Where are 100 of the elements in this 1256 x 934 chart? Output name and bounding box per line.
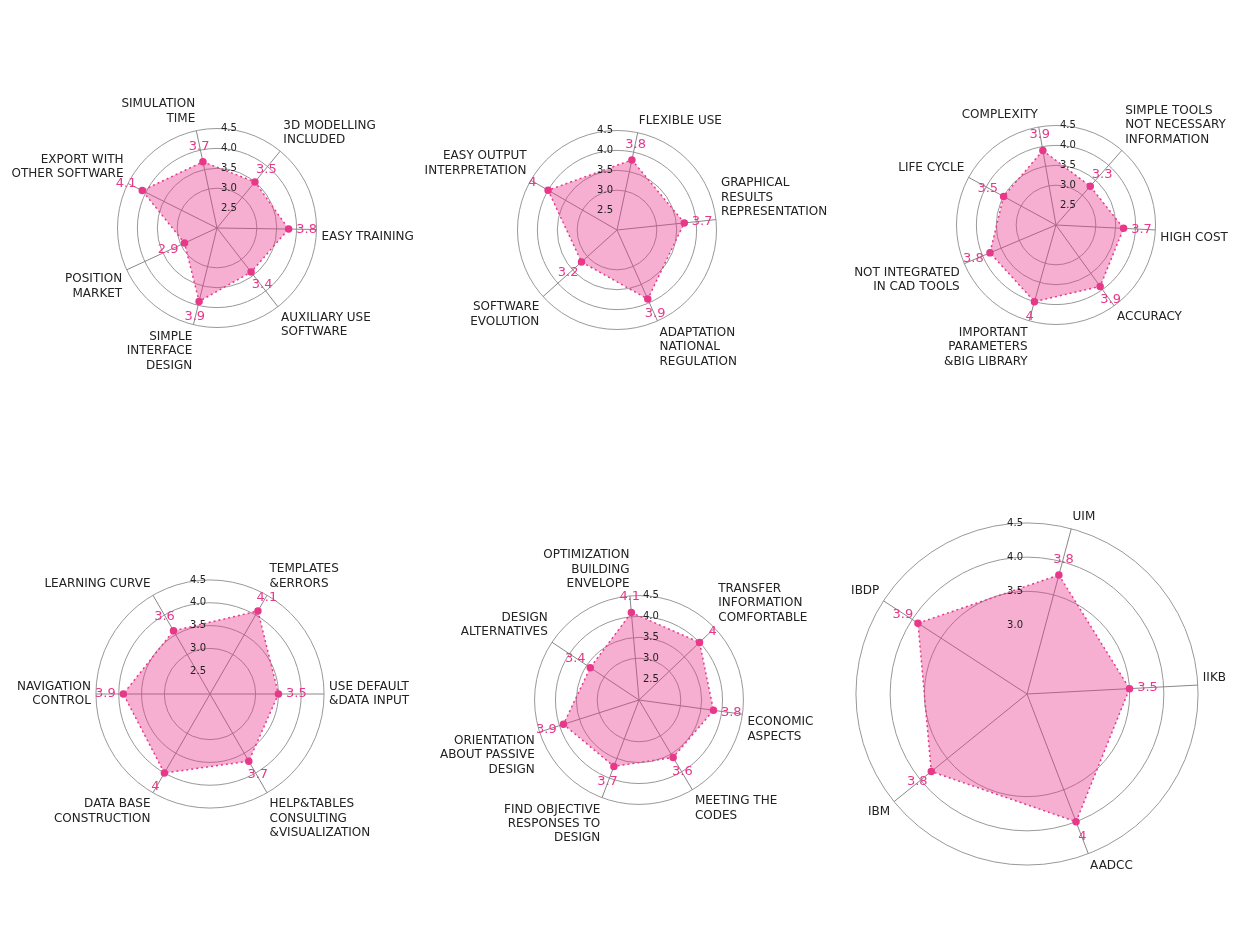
spoke-label: SOFTWARE EVOLUTION	[470, 299, 540, 328]
y-tick-label: 4.5	[597, 124, 613, 136]
data-label: 4	[1025, 308, 1034, 324]
y-tick-label: 3.5	[190, 619, 206, 631]
data-label: 3.5	[286, 685, 307, 701]
y-tick-label: 2.5	[1060, 198, 1076, 210]
data-label: 3.4	[564, 650, 586, 666]
spoke-label: SIMPLE INTERFACE DESIGN	[126, 328, 193, 372]
data-label: 3.7	[247, 766, 269, 782]
spoke-label: HELP&TABLES CONSULTING &VISUALIZATION	[269, 796, 371, 840]
data-label: 3.4	[251, 276, 273, 292]
data-label: 3.9	[644, 305, 666, 321]
data-label: 3.5	[256, 160, 277, 176]
spoke-label: ACCURACY	[1117, 309, 1183, 324]
data-label: 3.7	[597, 772, 618, 788]
data-label: 3.8	[625, 135, 646, 151]
spoke-label: USE DEFAULT &DATA INPUT	[329, 678, 410, 708]
spoke-label: MEETING THE CODES	[694, 793, 778, 822]
y-tick-label: 3.0	[190, 641, 206, 653]
spoke-label: OPTIMIZATION BUILDING ENVELOPE	[543, 547, 630, 590]
data-label: 3.5	[1137, 679, 1158, 695]
spoke-label: AADCC	[1090, 857, 1133, 872]
data-label: 3.9	[1029, 126, 1051, 142]
y-tick-label: 4.5	[221, 122, 237, 134]
spoke-label: EASY OUTPUT INTERPRETATION	[424, 148, 528, 177]
spoke-label: COMPLEXITY	[961, 107, 1039, 122]
y-tick-label: 3.5	[1007, 584, 1023, 596]
y-tick-label: 4.0	[597, 143, 613, 155]
spoke-label: 3D MODELLING INCLUDED	[283, 117, 376, 147]
y-tick-label: 4.0	[221, 141, 237, 153]
data-label: 2.9	[157, 241, 179, 257]
y-tick-label: 4.0	[190, 596, 206, 608]
spoke-label: ADAPTATION NATIONAL REGULATION	[659, 324, 738, 368]
data-label: 3.8	[963, 250, 984, 266]
data-label: 3.9	[892, 605, 914, 621]
spoke-label: IMPORTANT PARAMETERS &BIG LIBRARY	[944, 324, 1029, 368]
y-tick-label: 3.0	[1060, 178, 1076, 190]
spoke-label: FIND OBJECTIVE RESPONSES TO DESIGN	[503, 801, 601, 845]
data-label: 4	[708, 622, 717, 638]
data-label: 3.9	[94, 685, 116, 701]
spoke-label: IBM	[868, 804, 891, 819]
y-tick-label: 3.5	[643, 630, 659, 642]
spoke-label: IIKB	[1202, 669, 1227, 684]
data-label: 3.7	[188, 137, 210, 153]
spoke-label: IBDP	[851, 583, 880, 598]
y-tick-label: 4.5	[1060, 119, 1076, 131]
spoke-label: HIGH COST	[1160, 229, 1229, 244]
spoke-label: POSITION MARKET	[65, 271, 123, 300]
y-tick-label: 2.5	[221, 201, 237, 213]
data-label: 4.1	[619, 588, 641, 604]
spoke-label: LEARNING CURVE	[44, 575, 151, 590]
data-label: 3.6	[154, 608, 175, 624]
y-tick-label: 4.5	[1007, 516, 1023, 528]
data-label: 3.8	[1053, 550, 1074, 566]
data-label: 3.6	[671, 762, 693, 778]
y-tick-label: 4.5	[190, 573, 206, 585]
data-label: 3.9	[1100, 290, 1121, 306]
data-label: 4	[528, 173, 537, 189]
y-tick-label: 2.5	[597, 203, 613, 215]
y-tick-label: 3.5	[597, 163, 613, 175]
spoke-label: SIMPLE TOOLS NOT NECESSARY INFORMATION	[1125, 102, 1227, 146]
spoke-label: ORIENTATION ABOUT PASSIVE DESIGN	[439, 732, 535, 776]
y-tick-label: 3.0	[597, 183, 613, 195]
data-label: 3.7	[691, 212, 713, 228]
y-tick-label: 3.0	[643, 651, 659, 663]
y-tick-label: 3.5	[221, 161, 237, 173]
spoke-label: FLEXIBLE USE	[638, 112, 722, 127]
y-tick-label: 3.0	[1007, 619, 1023, 631]
spoke-label: ECONOMIC ASPECTS	[747, 714, 814, 743]
spoke-label: TEMPLATES &ERRORS	[268, 561, 339, 590]
spoke-label: UIM	[1072, 508, 1096, 523]
data-label: 3.3	[1091, 165, 1113, 181]
spoke-label: DATA BASE CONSTRUCTION	[53, 796, 151, 825]
data-label: 4	[151, 778, 160, 794]
spoke-label: NAVIGATION CONTROL	[16, 678, 92, 708]
spoke-label: DESIGN ALTERNATIVES	[460, 610, 548, 639]
spoke-label: LIFE CYCLE	[898, 159, 965, 174]
y-tick-label: 4.0	[1007, 550, 1023, 562]
data-label: 4	[1078, 828, 1087, 844]
y-tick-label: 4.0	[643, 610, 659, 622]
y-tick-label: 3.0	[221, 181, 237, 193]
data-label: 3.8	[296, 220, 317, 236]
data-label: 3.7	[1131, 220, 1152, 236]
data-label: 3.8	[906, 772, 928, 788]
spoke-label: AUXILIARY USE SOFTWARE	[280, 309, 371, 339]
y-tick-label: 3.5	[1060, 158, 1076, 170]
data-label: 3.9	[535, 720, 557, 736]
y-tick-label: 2.5	[643, 672, 659, 684]
data-label: 3.2	[557, 264, 579, 280]
spoke-label: GRAPHICAL RESULTS REPRESENTATION	[720, 175, 828, 218]
y-tick-label: 2.5	[190, 664, 206, 676]
data-label: 3.5	[977, 180, 999, 196]
data-label: 4.1	[256, 588, 278, 604]
y-tick-label: 4.0	[1060, 138, 1076, 150]
spoke-label: EASY TRAINING	[321, 228, 414, 243]
spoke-label: SIMULATION TIME	[121, 96, 196, 125]
spoke-label: NOT INTEGRATED IN CAD TOOLS	[854, 264, 960, 294]
y-tick-label: 4.5	[643, 589, 659, 601]
data-label: 3.9	[184, 308, 206, 324]
data-label: 3.8	[720, 703, 742, 719]
